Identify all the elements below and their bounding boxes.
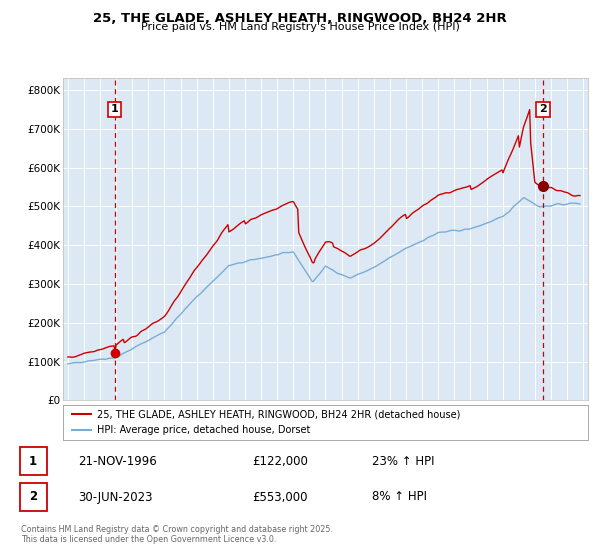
Text: 8% ↑ HPI: 8% ↑ HPI (372, 491, 427, 503)
Text: 2: 2 (29, 491, 37, 503)
Text: Contains HM Land Registry data © Crown copyright and database right 2025.
This d: Contains HM Land Registry data © Crown c… (21, 525, 333, 544)
Text: 25, THE GLADE, ASHLEY HEATH, RINGWOOD, BH24 2HR: 25, THE GLADE, ASHLEY HEATH, RINGWOOD, B… (93, 12, 507, 25)
Text: 1: 1 (29, 455, 37, 468)
FancyBboxPatch shape (19, 447, 47, 475)
FancyBboxPatch shape (19, 483, 47, 511)
Text: £553,000: £553,000 (252, 491, 308, 503)
Text: Price paid vs. HM Land Registry's House Price Index (HPI): Price paid vs. HM Land Registry's House … (140, 22, 460, 32)
Text: 30-JUN-2023: 30-JUN-2023 (78, 491, 152, 503)
Text: 21-NOV-1996: 21-NOV-1996 (78, 455, 157, 468)
Text: 1: 1 (110, 104, 118, 114)
Text: HPI: Average price, detached house, Dorset: HPI: Average price, detached house, Dors… (97, 425, 311, 435)
Text: £122,000: £122,000 (252, 455, 308, 468)
Text: 25, THE GLADE, ASHLEY HEATH, RINGWOOD, BH24 2HR (detached house): 25, THE GLADE, ASHLEY HEATH, RINGWOOD, B… (97, 409, 461, 419)
Text: 2: 2 (539, 104, 547, 114)
Text: 23% ↑ HPI: 23% ↑ HPI (372, 455, 434, 468)
